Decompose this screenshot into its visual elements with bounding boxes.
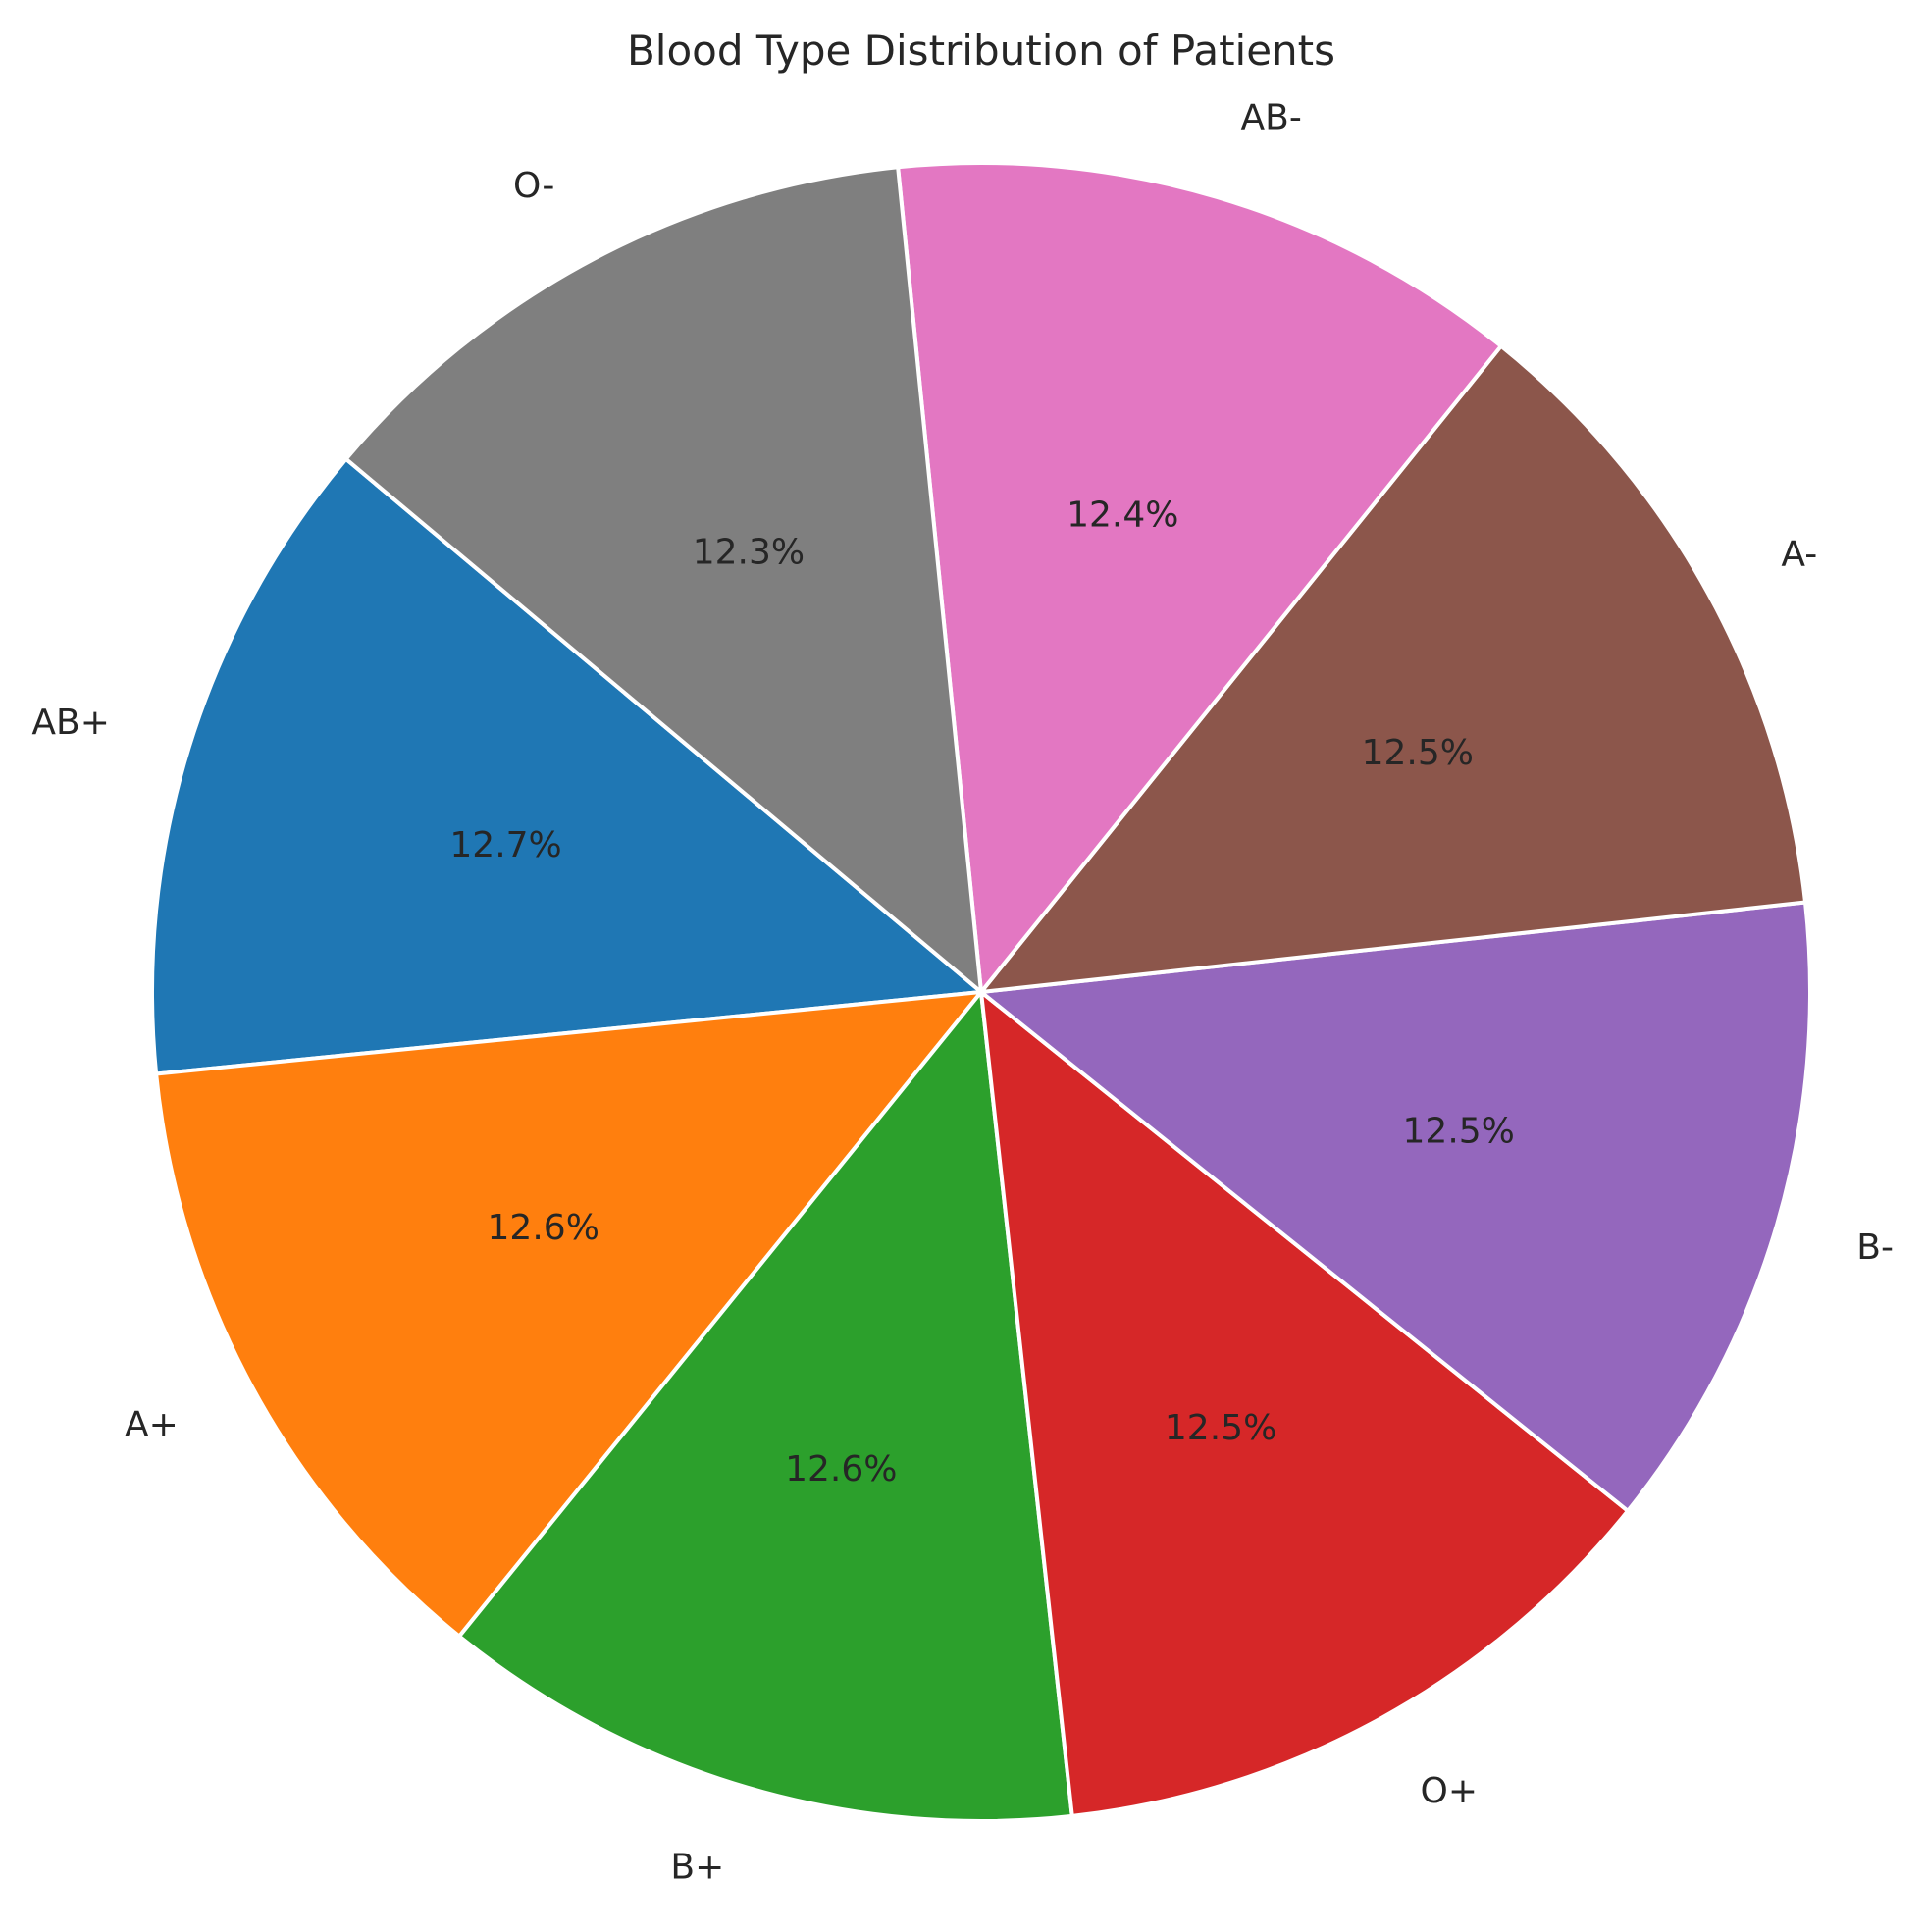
pct-label-B+: 12.6%	[785, 1449, 897, 1489]
pie-slice-AB+	[150, 456, 983, 1076]
slice-label-O-: O-	[513, 166, 554, 206]
slice-label-A+: A+	[125, 1405, 179, 1445]
pct-label-B-: 12.5%	[1403, 1111, 1515, 1151]
pie-slice-O-	[343, 165, 983, 994]
pie-slice-B+	[457, 990, 1074, 1823]
pct-label-AB+: 12.7%	[449, 825, 561, 865]
pie-labels: AB+ 12.7% A+ 12.6% B+ 12.6% O+ 12.5% B- 12.5% A- 12…	[31, 97, 1894, 1887]
slice-label-B+: B+	[670, 1847, 724, 1887]
pct-label-A+: 12.6%	[488, 1208, 599, 1248]
pct-label-A-: 12.5%	[1362, 733, 1474, 773]
pie-slice-O+	[979, 990, 1631, 1818]
pie-slice-A-	[979, 343, 1808, 994]
slice-label-A-: A-	[1781, 534, 1817, 574]
pct-label-O-: 12.3%	[693, 532, 805, 572]
slice-label-O+: O+	[1421, 1771, 1479, 1811]
pie-slice-B-	[979, 900, 1812, 1513]
slice-label-AB+: AB+	[31, 703, 110, 743]
slice-label-AB-: AB-	[1241, 97, 1302, 137]
chart-title: Blood Type Distribution of Patients	[627, 26, 1335, 75]
slice-label-B-: B-	[1856, 1227, 1894, 1268]
pie-slice-AB-	[896, 161, 1503, 994]
pie-slices	[150, 161, 1812, 1823]
pct-label-AB-: 12.4%	[1067, 495, 1178, 535]
pie-slice-A+	[154, 990, 983, 1639]
pct-label-O+: 12.5%	[1165, 1408, 1276, 1448]
